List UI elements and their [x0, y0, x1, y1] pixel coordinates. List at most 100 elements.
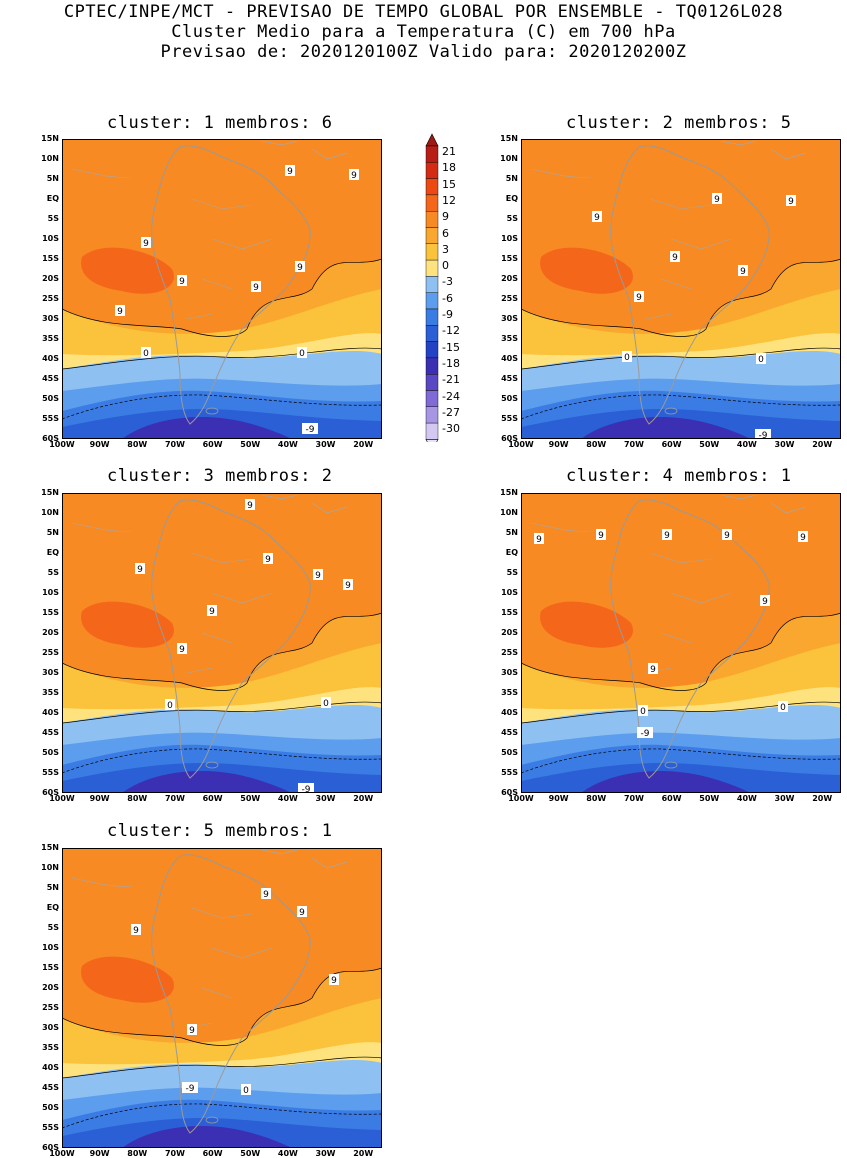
- lat-tick-label: 60S: [42, 434, 59, 443]
- field-minus18: [122, 771, 292, 793]
- lon-tick-label: 80W: [127, 440, 148, 449]
- lon-tick-label: 30W: [774, 794, 795, 803]
- contour-label: 9: [263, 553, 273, 565]
- colorbar-label: 0: [442, 259, 449, 273]
- contour-0: [521, 347, 841, 370]
- contour-0: [62, 347, 382, 370]
- contour-label: 9: [329, 974, 339, 986]
- colorbar-label: -24: [442, 389, 460, 403]
- field-minus3: [62, 351, 382, 391]
- lat-tick-label: 25S: [42, 294, 59, 303]
- field-minus18: [122, 417, 292, 439]
- lon-tick-label: 50W: [699, 794, 720, 803]
- colorbar-label: -12: [442, 324, 460, 338]
- colorbar-label: 15: [442, 177, 456, 191]
- lat-tick-label: 20S: [501, 274, 518, 283]
- contour-minus9: [62, 394, 382, 420]
- lat-tick-label: 30S: [42, 314, 59, 323]
- lat-tick-label: 40S: [501, 354, 518, 363]
- falklands-outline: [664, 407, 678, 415]
- lat-tick-label: 20S: [42, 628, 59, 637]
- lat-tick-label: 10N: [500, 508, 518, 517]
- contour-label: -9: [298, 783, 314, 793]
- colorbar-swatch: [425, 292, 439, 310]
- panel-title: cluster: 1 membros: 6: [107, 113, 333, 133]
- lon-tick-label: 100W: [508, 794, 534, 803]
- map-frame: [62, 848, 382, 1148]
- country-borders: [530, 168, 732, 320]
- contour-label: 0: [241, 1084, 251, 1096]
- lat-tick-label: 25S: [501, 648, 518, 657]
- colorbar-swatch: [425, 178, 439, 196]
- field-minus18: [581, 771, 751, 793]
- lon-tick-label: 40W: [277, 1149, 298, 1158]
- contour-label: 9: [760, 595, 770, 607]
- lat-tick-label: 35S: [42, 688, 59, 697]
- contour-label: 9: [115, 305, 125, 317]
- svg-text:9: 9: [179, 277, 185, 287]
- country-borders: [530, 522, 732, 674]
- lon-tick-label: 60W: [202, 1149, 223, 1158]
- contour-label: 9: [634, 291, 644, 303]
- svg-text:-9: -9: [306, 425, 315, 435]
- lat-tick-label: 35S: [42, 334, 59, 343]
- svg-text:9: 9: [345, 581, 351, 591]
- lon-tick-label: 80W: [586, 794, 607, 803]
- colorbar-label: 12: [442, 193, 456, 207]
- contour-label: 9: [670, 251, 680, 263]
- contour-minus9: [521, 748, 841, 774]
- lat-tick-label: 35S: [501, 334, 518, 343]
- colorbar-swatch: [425, 422, 439, 440]
- lon-tick-label: 90W: [89, 440, 110, 449]
- lon-tick-label: 50W: [240, 794, 261, 803]
- country-borders: [71, 168, 273, 320]
- colorbar-swatch: [425, 145, 439, 163]
- lon-tick-label: 30W: [315, 1149, 336, 1158]
- svg-text:9: 9: [594, 213, 600, 223]
- contour-label: 9: [251, 281, 261, 293]
- svg-text:9: 9: [724, 531, 730, 541]
- contour-minus9: [521, 394, 841, 420]
- lon-tick-label: 50W: [240, 1149, 261, 1158]
- country-borders: [71, 522, 273, 674]
- field-3: [62, 998, 382, 1067]
- svg-text:0: 0: [323, 699, 329, 709]
- field-12: [81, 956, 174, 1003]
- contour-label: 9: [786, 195, 796, 207]
- svg-text:9: 9: [788, 197, 794, 207]
- svg-text:9: 9: [714, 195, 720, 205]
- panel-title: cluster: 4 membros: 1: [566, 466, 792, 486]
- contour-label: 9: [662, 529, 672, 541]
- lat-tick-label: 15S: [501, 608, 518, 617]
- svg-text:0: 0: [243, 1086, 249, 1096]
- lat-tick-label: 50S: [501, 394, 518, 403]
- contour-0: [62, 701, 382, 724]
- contour-label: -9: [637, 727, 653, 739]
- colorbar-label: -30: [442, 422, 460, 436]
- svg-text:9: 9: [598, 531, 604, 541]
- svg-text:0: 0: [624, 353, 630, 363]
- lon-tick-label: 20W: [353, 1149, 374, 1158]
- lat-tick-label: 5N: [505, 174, 518, 183]
- lon-tick-label: 100W: [508, 440, 534, 449]
- lon-tick-label: 60W: [202, 794, 223, 803]
- lat-tick-label: 15S: [42, 963, 59, 972]
- lat-tick-label: 15S: [42, 608, 59, 617]
- contour-label: 9: [245, 499, 255, 511]
- svg-text:9: 9: [179, 645, 185, 655]
- lat-tick-label: 55S: [501, 768, 518, 777]
- lat-tick-label: 10N: [41, 154, 59, 163]
- contour-9: [521, 258, 841, 337]
- colorbar-swatch: [425, 357, 439, 375]
- lat-tick-label: EQ: [505, 548, 518, 557]
- contour-label: -9: [302, 423, 318, 435]
- caribbean-outline: [261, 494, 348, 514]
- lat-tick-label: 55S: [42, 1123, 59, 1132]
- lat-tick-label: 5S: [506, 214, 518, 223]
- lat-tick-label: 45S: [42, 1083, 59, 1092]
- lat-tick-label: 5S: [47, 214, 59, 223]
- header-line-2: Cluster Medio para a Temperatura (C) em …: [171, 22, 676, 42]
- contour-label: 9: [313, 569, 323, 581]
- colorbar-swatch: [425, 325, 439, 342]
- lon-tick-label: 80W: [127, 1149, 148, 1158]
